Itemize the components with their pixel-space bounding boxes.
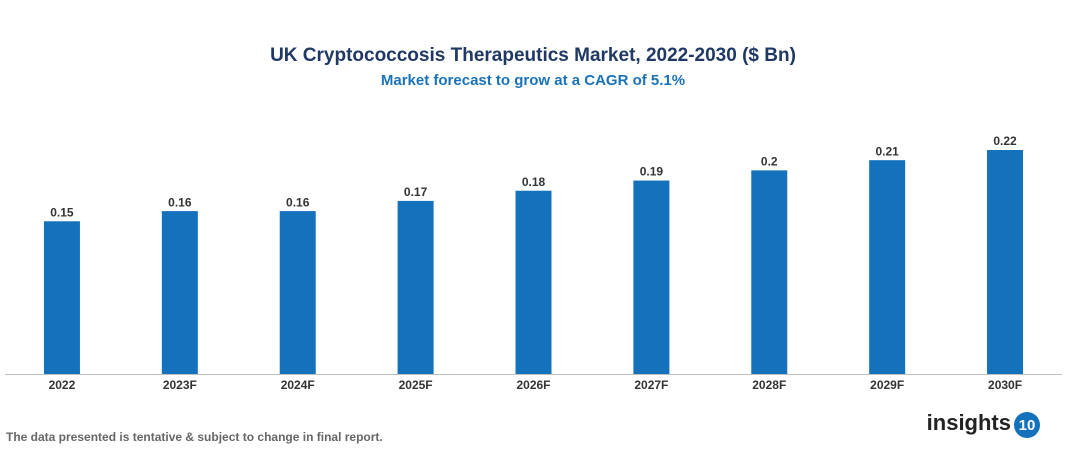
bar: [43, 221, 80, 374]
data-label: 0.19: [640, 165, 664, 179]
data-label: 0.2: [761, 155, 778, 169]
x-tick-label: 2023F: [163, 378, 197, 392]
x-tick-label: 2022: [49, 378, 76, 392]
x-tick-label: 2024F: [281, 378, 315, 392]
bar: [987, 150, 1024, 374]
data-label: 0.16: [168, 195, 192, 209]
data-label: 0.16: [286, 195, 310, 209]
x-tick-label: 2026F: [516, 378, 550, 392]
footnote: The data presented is tentative & subjec…: [6, 430, 383, 444]
logo-badge-circle: [1014, 412, 1040, 438]
x-tick-label: 2030F: [988, 378, 1022, 392]
chart-title: UK Cryptococcosis Therapeutics Market, 2…: [270, 45, 796, 66]
data-label: 0.15: [50, 205, 74, 219]
data-label: 0.18: [522, 175, 546, 189]
data-label: 0.21: [875, 144, 899, 158]
x-tick-label: 2027F: [634, 378, 668, 392]
chart-subtitle: Market forecast to grow at a CAGR of 5.1…: [381, 72, 685, 89]
bar: [633, 180, 670, 374]
data-label: 0.22: [993, 134, 1017, 148]
bar: [279, 211, 316, 374]
bar: [161, 211, 198, 374]
bar: [397, 200, 434, 374]
bar: [869, 160, 906, 374]
x-tick-label: 2029F: [870, 378, 904, 392]
data-label: 0.17: [404, 185, 428, 199]
x-tick-label: 2025F: [399, 378, 433, 392]
bar: [515, 190, 552, 374]
logo-text: insights: [927, 410, 1011, 435]
bar: [751, 170, 788, 374]
logo-badge: 10: [1019, 417, 1036, 434]
x-tick-label: 2028F: [752, 378, 786, 392]
